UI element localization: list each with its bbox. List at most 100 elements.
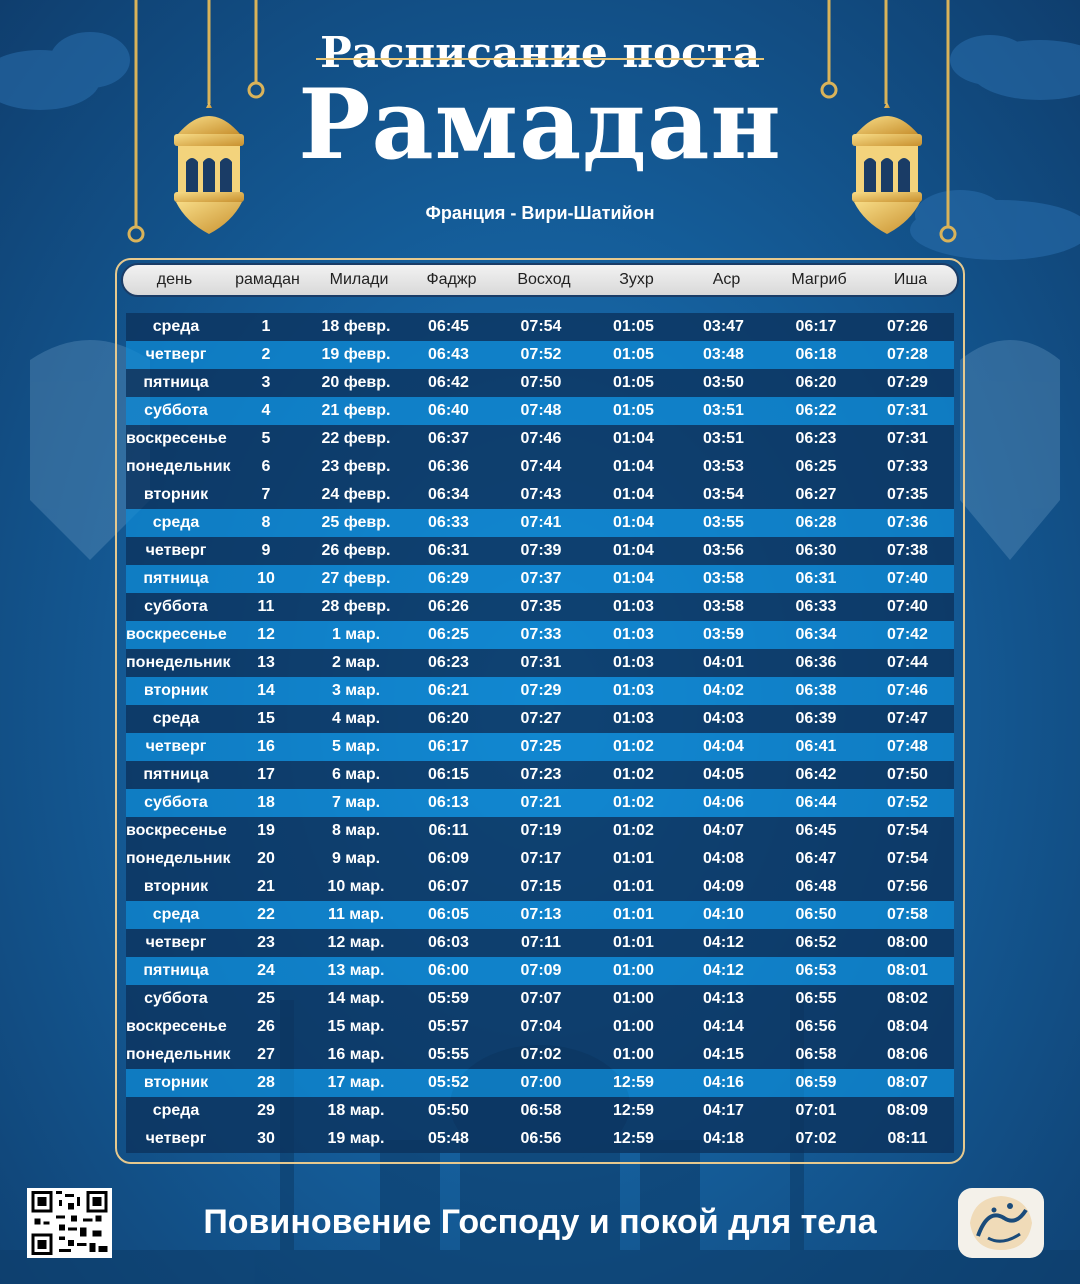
cell-day: среда <box>152 710 200 727</box>
table-row: вторник 14 3 мар. 06:21 07:29 01:03 04:02 06:38… <box>126 677 954 705</box>
column-header-dhuhr: Зухр <box>619 271 654 288</box>
cell-day: воскресенье <box>126 1018 227 1035</box>
cell-dhuhr: 01:03 <box>613 710 654 727</box>
cell-ramadan-day: 20 <box>257 850 275 867</box>
cell-miladi-date: 27 февр. <box>321 570 391 587</box>
cell-dhuhr: 01:00 <box>613 990 654 1007</box>
cell-miladi-date: 12 мар. <box>327 934 385 951</box>
cell-isha: 07:50 <box>887 766 928 783</box>
cell-ramadan-day: 30 <box>257 1130 275 1147</box>
cell-asr: 03:51 <box>703 402 744 419</box>
cell-ramadan-day: 11 <box>257 598 275 615</box>
table-row: пятница 10 27 февр. 06:29 07:37 01:04 03:58 06:… <box>126 565 954 593</box>
cell-maghrib: 06:17 <box>795 318 837 335</box>
cell-ramadan-day: 4 <box>261 402 271 419</box>
cell-sunrise: 07:46 <box>520 430 562 447</box>
cell-ramadan-day: 24 <box>257 962 275 979</box>
title-strike-line <box>316 58 764 60</box>
cell-maghrib: 06:45 <box>795 822 837 839</box>
cell-maghrib: 06:31 <box>795 570 837 587</box>
cell-asr: 03:51 <box>703 430 744 447</box>
cell-isha: 07:52 <box>887 794 928 811</box>
cell-isha: 08:04 <box>887 1018 928 1035</box>
cell-day: суббота <box>144 598 208 615</box>
cell-day: среда <box>152 1102 200 1119</box>
cell-dhuhr: 01:01 <box>613 878 654 895</box>
cell-day: пятница <box>143 374 209 391</box>
cell-isha: 08:09 <box>887 1102 928 1119</box>
cell-day: вторник <box>143 1074 209 1091</box>
footer-tagline: Повиновение Господу и покой для тела <box>203 1203 877 1241</box>
app-logo-icon[interactable] <box>958 1188 1044 1258</box>
cell-miladi-date: 24 февр. <box>321 486 391 503</box>
table-row: среда 22 11 мар. 06:05 07:13 01:01 04:10 06:50 0… <box>126 901 954 929</box>
cell-fajr: 06:40 <box>428 402 469 419</box>
cell-isha: 07:42 <box>887 626 928 643</box>
cell-day: среда <box>152 318 200 335</box>
cell-isha: 07:36 <box>887 514 928 531</box>
cell-ramadan-day: 17 <box>257 766 275 783</box>
cell-fajr: 06:26 <box>428 598 469 615</box>
cell-maghrib: 06:20 <box>795 374 837 391</box>
cell-day: понедельник <box>126 1046 231 1063</box>
cell-fajr: 06:29 <box>428 570 469 587</box>
cell-maghrib: 06:55 <box>795 990 837 1007</box>
cell-isha: 07:28 <box>887 346 928 363</box>
cell-dhuhr: 01:05 <box>613 318 654 335</box>
cell-sunrise: 07:41 <box>520 514 562 531</box>
cell-ramadan-day: 7 <box>261 486 271 503</box>
cell-ramadan-day: 5 <box>261 430 271 447</box>
cell-ramadan-day: 23 <box>257 934 275 951</box>
cell-sunrise: 07:35 <box>520 598 562 615</box>
cell-ramadan-day: 13 <box>257 654 275 671</box>
cell-miladi-date: 15 мар. <box>327 1018 385 1035</box>
cell-maghrib: 06:36 <box>795 654 837 671</box>
cell-fajr: 06:25 <box>428 626 469 643</box>
cell-asr: 03:55 <box>703 514 744 531</box>
cell-sunrise: 07:54 <box>520 318 562 335</box>
cell-fajr: 06:07 <box>428 878 469 895</box>
cell-sunrise: 07:21 <box>520 794 562 811</box>
cell-dhuhr: 01:03 <box>613 654 654 671</box>
cell-sunrise: 07:00 <box>520 1074 562 1091</box>
cell-dhuhr: 01:04 <box>613 486 654 503</box>
cell-isha: 07:38 <box>887 542 928 559</box>
cell-maghrib: 06:34 <box>795 626 837 643</box>
cell-miladi-date: 20 февр. <box>321 374 391 391</box>
cell-asr: 03:59 <box>703 626 744 643</box>
column-header-sunrise: Восход <box>517 271 571 288</box>
cell-miladi-date: 28 февр. <box>321 598 391 615</box>
column-header-maghrib: Магриб <box>791 271 847 288</box>
cell-fajr: 06:37 <box>428 430 469 447</box>
table-row: воскресенье 12 1 мар. 06:25 07:33 01:03 03:59 0… <box>126 621 954 649</box>
cell-ramadan-day: 29 <box>257 1102 275 1119</box>
cell-miladi-date: 3 мар. <box>331 682 381 699</box>
cell-isha: 07:33 <box>887 458 928 475</box>
cell-isha: 08:07 <box>887 1074 928 1091</box>
cell-dhuhr: 01:05 <box>613 402 654 419</box>
cell-maghrib: 06:27 <box>795 486 837 503</box>
cell-maghrib: 06:44 <box>795 794 837 811</box>
cell-miladi-date: 10 мар. <box>327 878 385 895</box>
cell-fajr: 06:11 <box>428 822 469 839</box>
table-row: воскресенье 5 22 февр. 06:37 07:46 01:04 03:51… <box>126 425 954 453</box>
cell-dhuhr: 01:03 <box>613 598 654 615</box>
cell-sunrise: 07:50 <box>520 374 562 391</box>
cell-asr: 03:50 <box>703 374 744 391</box>
cell-miladi-date: 19 мар. <box>327 1130 385 1147</box>
cell-asr: 04:10 <box>703 906 744 923</box>
cell-asr: 04:18 <box>703 1130 744 1147</box>
cell-miladi-date: 18 февр. <box>321 318 391 335</box>
cell-asr: 03:47 <box>703 318 744 335</box>
cell-dhuhr: 01:05 <box>613 374 654 391</box>
cell-asr: 04:16 <box>703 1074 744 1091</box>
cell-dhuhr: 01:02 <box>613 822 654 839</box>
table-frame <box>115 258 965 1164</box>
cell-dhuhr: 12:59 <box>613 1130 654 1147</box>
cell-maghrib: 06:42 <box>795 766 837 783</box>
table-row: суббота 11 28 февр. 06:26 07:35 01:03 03:58 06:… <box>126 593 954 621</box>
page-title: Рамадан <box>298 68 782 181</box>
table-row: понедельник 13 2 мар. 06:23 07:31 01:03 04:01 0… <box>126 649 954 677</box>
cell-miladi-date: 2 мар. <box>331 654 381 671</box>
cell-sunrise: 07:02 <box>520 1046 562 1063</box>
